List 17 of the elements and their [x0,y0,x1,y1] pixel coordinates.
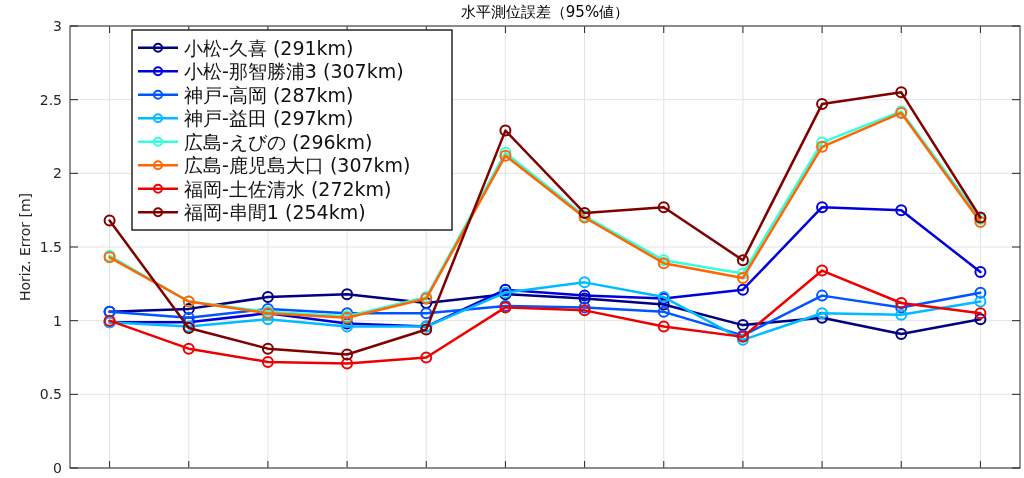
y-tick-label: 1 [53,312,62,329]
legend-label: 神戸-高岡 (287km) [184,83,354,106]
y-tick-label: 1.5 [39,239,62,255]
y-tick-label: 2.5 [39,91,62,108]
legend-label: 福岡-土佐清水 (272km) [184,177,392,200]
chart-title: 水平測位誤差（95%値） [460,3,630,21]
legend-label: 小松-久喜 (291km) [184,36,354,59]
y-tick-label: 3 [53,18,62,34]
legend-label: 福岡-串間1 (254km) [184,201,366,224]
legend-label: 神戸-益田 (297km) [184,107,354,130]
legend-label: 広島-えびの (296km) [184,130,373,153]
y-tick-label: 2 [53,165,62,182]
y-tick-label: 0 [53,460,62,476]
y-axis-title: Horiz. Error [m] [17,192,33,302]
legend-label: 広島-鹿児島大口 (307km) [184,154,411,177]
y-tick-label: 0.5 [39,386,62,403]
legend-label: 小松-那智勝浦3 (307km) [184,60,404,83]
